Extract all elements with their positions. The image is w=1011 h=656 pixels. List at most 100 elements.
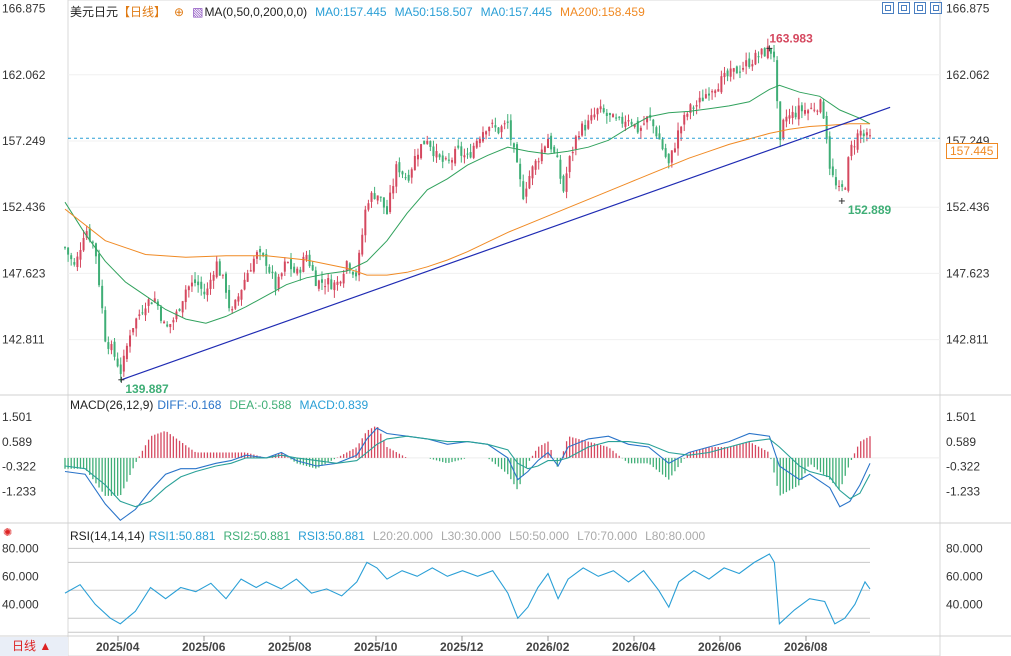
macd-axis-tick-right: -0.322	[946, 460, 980, 474]
candle	[754, 49, 757, 66]
candle	[463, 148, 466, 164]
candle-body	[803, 110, 806, 114]
candle-body	[187, 286, 190, 291]
candle-body	[197, 281, 200, 286]
candle	[816, 109, 819, 116]
candle	[144, 302, 147, 322]
candle-body	[695, 105, 698, 107]
candle-body	[200, 281, 203, 289]
candle	[246, 269, 249, 283]
candle	[386, 199, 388, 215]
candle-body	[516, 144, 519, 163]
candle-body	[169, 324, 172, 328]
candle-body	[386, 206, 388, 215]
crosshair-icon[interactable]	[882, 2, 894, 14]
candle	[367, 199, 370, 212]
candle-body	[615, 117, 618, 119]
candle-body	[698, 97, 701, 103]
candle-body	[166, 324, 169, 327]
candle	[345, 260, 348, 274]
candle-body	[850, 144, 853, 157]
candle	[695, 100, 698, 115]
candle-body	[664, 148, 667, 157]
candle	[704, 88, 707, 99]
candle-body	[512, 143, 515, 148]
candle	[766, 38, 769, 60]
candle	[457, 139, 460, 150]
candle-body	[689, 104, 692, 113]
candle	[608, 112, 611, 122]
candle-body	[206, 288, 209, 296]
candle-body	[853, 146, 856, 148]
candle-body	[265, 253, 268, 266]
candle-body	[401, 171, 404, 175]
macd-dea: DEA:-0.588	[229, 398, 292, 412]
rsi1-value: RSI1:50.881	[148, 529, 216, 543]
candle	[243, 272, 246, 291]
candle-body	[283, 261, 286, 272]
candle	[540, 143, 543, 165]
candle	[221, 274, 224, 279]
close-icon[interactable]	[930, 2, 942, 14]
candle-body	[525, 188, 528, 197]
candle	[85, 225, 88, 240]
candle	[290, 252, 293, 277]
candle	[714, 89, 717, 98]
candle	[686, 111, 689, 121]
candle-body	[361, 234, 364, 255]
layout-icon[interactable]	[914, 2, 926, 14]
candle-body	[129, 335, 132, 347]
candle-body	[314, 270, 317, 287]
price-axis-tick-left: 162.062	[2, 68, 46, 82]
rsi-l20: L20:20.000	[372, 529, 433, 543]
plot-frame	[67, 0, 941, 656]
candle-body	[324, 286, 327, 288]
candle-body	[175, 311, 178, 320]
zoom-icon[interactable]	[898, 2, 910, 14]
candle	[562, 174, 565, 193]
candle-body	[503, 123, 506, 125]
candle	[262, 252, 265, 258]
price-axis-tick-left: 166.875	[2, 2, 46, 16]
candle-body	[574, 136, 577, 150]
gear-icon[interactable]: ✺	[3, 527, 13, 539]
macd-axis-tick-right: 0.589	[946, 435, 976, 449]
candle	[537, 157, 540, 170]
candle-body	[485, 131, 488, 135]
candle	[683, 111, 686, 132]
candle	[847, 156, 850, 193]
candle-body	[277, 276, 280, 289]
candle-body	[670, 150, 673, 163]
candle-body	[333, 282, 336, 291]
candle-body	[680, 126, 683, 134]
candle-body	[828, 136, 831, 169]
candle	[661, 137, 664, 151]
candle	[655, 125, 658, 139]
candle	[776, 56, 779, 109]
candle	[125, 343, 128, 363]
candle	[717, 83, 720, 92]
candle-body	[351, 271, 354, 275]
candle	[351, 271, 354, 278]
candle-body	[624, 121, 627, 127]
candle-body	[865, 132, 868, 136]
plus-circle-icon[interactable]: ⊕	[174, 5, 185, 19]
candle-body	[317, 280, 320, 289]
candle	[791, 105, 794, 125]
candle	[138, 309, 141, 320]
candle-body	[593, 114, 596, 118]
candle	[624, 115, 627, 131]
candle-body	[286, 262, 289, 264]
candle-body	[831, 166, 834, 176]
indicator-icon[interactable]: ▧	[192, 5, 204, 19]
candle	[107, 336, 110, 355]
candle	[296, 266, 299, 276]
recent-low-label: 152.889	[848, 203, 892, 217]
candle	[410, 167, 413, 184]
candle	[738, 65, 741, 79]
candle	[729, 60, 732, 82]
candle	[252, 255, 255, 274]
period-selector-button[interactable]: 日线 ▲	[0, 637, 68, 656]
candle-body	[686, 113, 689, 117]
macd-diff: DIFF:-0.168	[157, 398, 222, 412]
